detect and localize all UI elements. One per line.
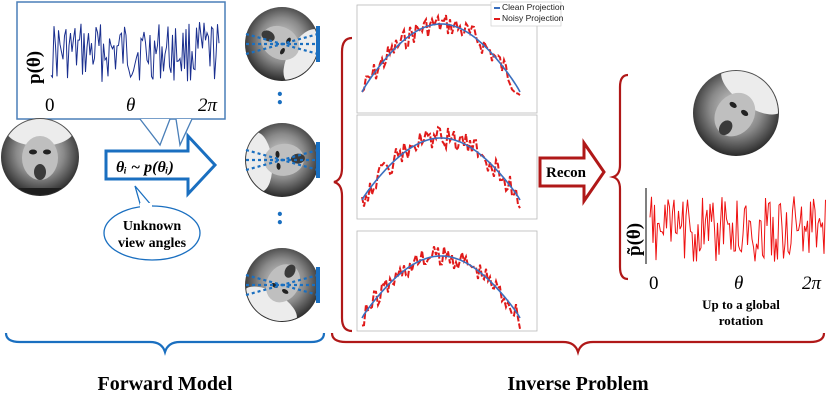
clean-projection-2 xyxy=(361,137,521,201)
forward-bottom-brace xyxy=(4,332,326,356)
projection-rays-2 xyxy=(245,148,319,172)
recovered-axis-mid: θ xyxy=(734,273,743,294)
recovered-axis-start: 0 xyxy=(649,273,659,294)
ellipsis-dots-top: : xyxy=(276,81,285,110)
recovered-pdf-signal xyxy=(649,196,826,262)
recovered-axis-end: 2π xyxy=(802,273,822,294)
result-left-brace xyxy=(609,73,629,281)
pdf-callout-wedge-2 xyxy=(175,118,193,148)
unknown-bubble-line2: view angles xyxy=(118,236,187,251)
recon-arrow: Recon xyxy=(538,138,606,206)
forward-pdf-panel: p(θ) 0 θ 2π xyxy=(16,1,226,120)
projection-rays-1 xyxy=(245,32,319,56)
projection-legend: Clean Projection Noisy Projection xyxy=(490,1,565,27)
rotated-image-2 xyxy=(243,123,320,197)
unknown-bubble-line1: Unknown xyxy=(123,219,182,234)
sampling-arrow-label: θᵢ ~ p(θᵢ) xyxy=(116,159,174,176)
original-image xyxy=(1,118,79,196)
reconstructed-image xyxy=(693,65,783,156)
legend-clean-label: Clean Projection xyxy=(502,2,565,12)
legend-noisy-label: Noisy Projection xyxy=(502,13,564,23)
rotated-image-1 xyxy=(245,7,323,83)
rotated-image-3 xyxy=(243,248,320,326)
forward-pdf-label: p(θ) xyxy=(24,51,45,84)
global-rotation-note-line1: Up to a global xyxy=(702,297,780,312)
global-rotation-note-line2: rotation xyxy=(719,313,764,328)
forward-axis-end: 2π xyxy=(198,95,218,116)
projection-plots xyxy=(356,4,538,332)
inverse-problem-caption: Inverse Problem xyxy=(507,373,649,395)
projection-plot-frame-3 xyxy=(356,230,538,332)
pdf-callout-wedge xyxy=(139,118,171,147)
noisy-projection-2 xyxy=(361,125,521,209)
forward-axis-start: 0 xyxy=(45,95,55,116)
unknown-angles-bubble: Unknown view angles xyxy=(103,185,201,261)
clean-projection-1 xyxy=(361,23,521,93)
forward-model-caption: Forward Model xyxy=(98,373,233,395)
projection-rays-3 xyxy=(245,273,319,297)
inverse-bottom-brace xyxy=(330,332,826,356)
noisy-projection-3 xyxy=(361,246,521,329)
forward-axis-mid: θ xyxy=(126,95,135,116)
recovered-pdf-panel: p̃(θ) 0 θ 2π Up to a global rotation xyxy=(624,188,826,328)
recovered-pdf-label: p̃(θ) xyxy=(624,223,645,256)
recon-arrow-label: Recon xyxy=(546,165,587,181)
ellipsis-dots-bottom: : xyxy=(276,201,285,230)
forward-pdf-signal xyxy=(50,22,220,82)
clean-projection-3 xyxy=(361,255,521,319)
projections-left-brace xyxy=(333,36,353,333)
sampling-arrow: θᵢ ~ p(θᵢ) xyxy=(104,132,218,198)
